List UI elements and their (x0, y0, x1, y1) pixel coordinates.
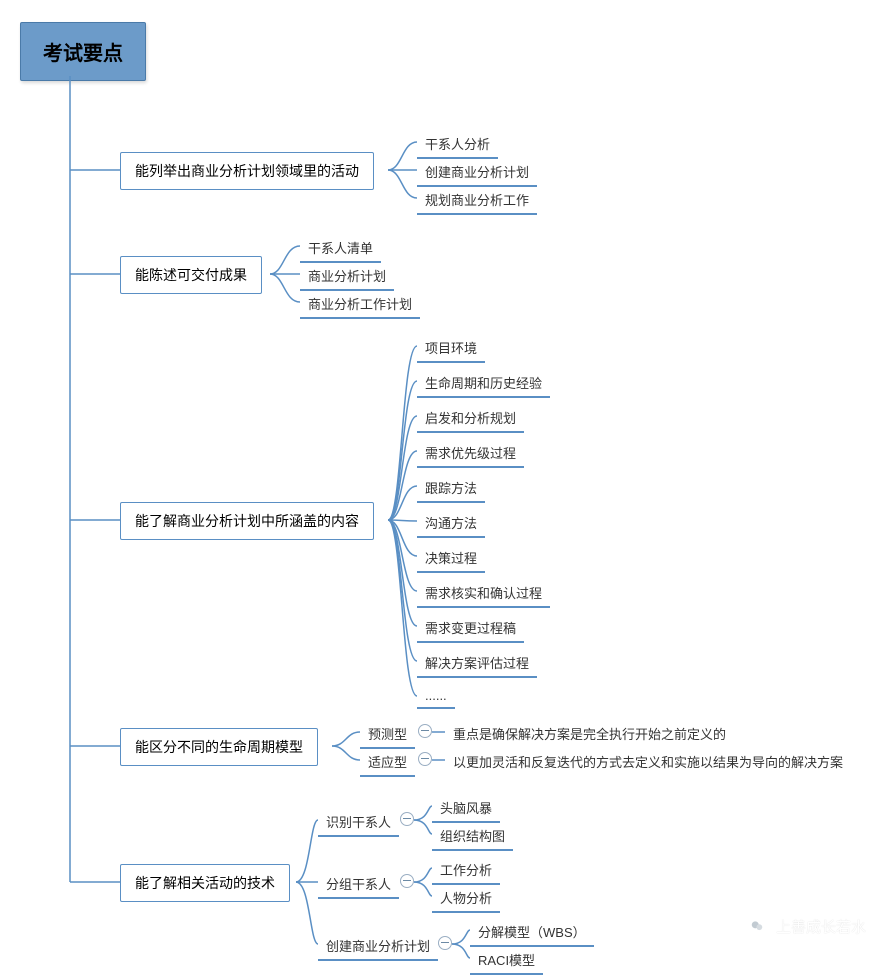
leaf: 沟通方法 (417, 509, 485, 538)
leaf: 头脑风暴 (432, 794, 500, 823)
sub-identify: 识别干系人 (318, 808, 399, 837)
leaf: 组织结构图 (432, 822, 513, 851)
leaf: 启发和分析规划 (417, 404, 524, 433)
note: 以更加灵活和反复迭代的方式去定义和实施以结果为导向的解决方案 (445, 748, 851, 775)
leaf: RACI模型 (470, 946, 543, 975)
collapse-icon[interactable] (400, 874, 414, 888)
leaf: 创建商业分析计划 (417, 158, 537, 187)
sub-create-plan: 创建商业分析计划 (318, 932, 438, 961)
root-node: 考试要点 (20, 22, 146, 81)
leaf: 解决方案评估过程 (417, 649, 537, 678)
leaf-adaptive: 适应型 (360, 748, 415, 777)
leaf: 干系人清单 (300, 234, 381, 263)
mindmap-canvas: { "root": {"label":"考试要点"}, "colors":{"l… (0, 0, 886, 963)
sub-group: 分组干系人 (318, 870, 399, 899)
collapse-icon[interactable] (418, 724, 432, 738)
note: 重点是确保解决方案是完全执行开始之前定义的 (445, 720, 734, 747)
collapse-icon[interactable] (418, 752, 432, 766)
leaf: 跟踪方法 (417, 474, 485, 503)
branch-activities: 能列举出商业分析计划领域里的活动 (120, 152, 374, 190)
leaf: 需求优先级过程 (417, 439, 524, 468)
leaf: 需求核实和确认过程 (417, 579, 550, 608)
branch-techniques: 能了解相关活动的技术 (120, 864, 290, 902)
collapse-icon[interactable] (400, 812, 414, 826)
leaf: 商业分析工作计划 (300, 290, 420, 319)
leaf: 工作分析 (432, 856, 500, 885)
leaf: ...... (417, 684, 455, 709)
watermark: 上善成长若水 (746, 915, 866, 937)
leaf: 生命周期和历史经验 (417, 369, 550, 398)
wechat-icon (746, 915, 768, 937)
leaf: 规划商业分析工作 (417, 186, 537, 215)
leaf: 项目环境 (417, 334, 485, 363)
leaf: 分解模型（WBS） (470, 918, 594, 947)
watermark-text: 上善成长若水 (776, 916, 866, 937)
collapse-icon[interactable] (438, 936, 452, 950)
leaf-predictive: 预测型 (360, 720, 415, 749)
leaf: 干系人分析 (417, 130, 498, 159)
leaf: 人物分析 (432, 884, 500, 913)
leaf: 决策过程 (417, 544, 485, 573)
leaf: 商业分析计划 (300, 262, 394, 291)
branch-lifecycle-models: 能区分不同的生命周期模型 (120, 728, 318, 766)
branch-deliverables: 能陈述可交付成果 (120, 256, 262, 294)
leaf: 需求变更过程稿 (417, 614, 524, 643)
branch-plan-contents: 能了解商业分析计划中所涵盖的内容 (120, 502, 374, 540)
